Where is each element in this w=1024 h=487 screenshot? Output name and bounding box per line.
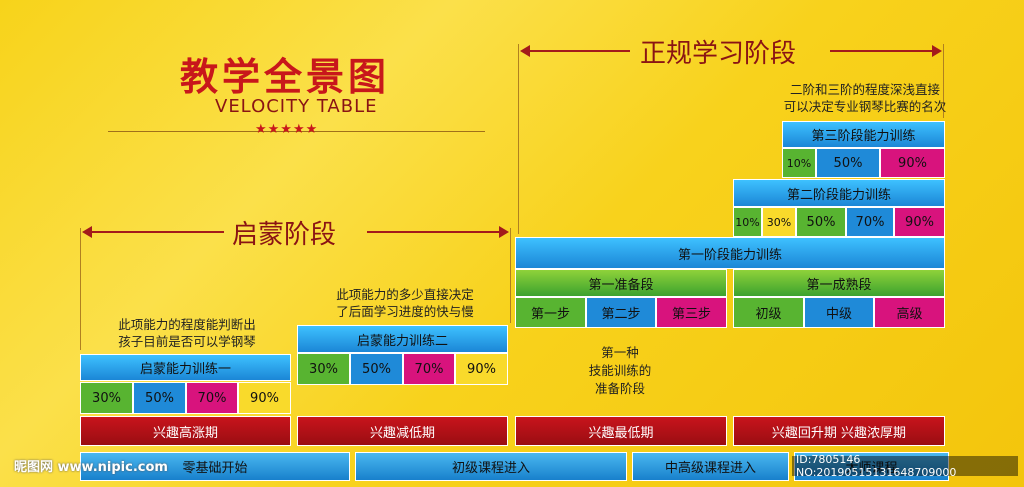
watermark-logo: 昵图网 www.nipic.com [14, 460, 168, 475]
note-prep: 第一种 技能训练的 准备阶段 [560, 344, 680, 398]
note-line: 此项能力的多少直接决定 [336, 287, 474, 302]
enlight2-cell: 70% [403, 353, 455, 385]
interest-bar: 兴趣减低期 [297, 416, 508, 446]
formal-right-arrow [830, 45, 942, 57]
stage3-cell: 50% [816, 148, 880, 178]
page-title: 教学全景图 [180, 54, 391, 99]
mature-cell: 高级 [874, 297, 945, 328]
enlight1-cell: 30% [80, 382, 133, 414]
note-enlight1: 此项能力的程度能判断出 孩子目前是否可以学钢琴 [92, 316, 282, 350]
formal-phase-label: 正规学习阶段 [640, 39, 797, 69]
enlight-right-arrow [367, 226, 509, 238]
enlight1-header: 启蒙能力训练一 [80, 354, 291, 381]
stage2-cell: 30% [762, 207, 796, 237]
interest-bar: 兴趣最低期 [515, 416, 727, 446]
course-bar: 零基础开始 [80, 452, 350, 481]
enlight2-cell: 90% [455, 353, 508, 385]
stage1-header: 第一阶段能力训练 [515, 237, 945, 269]
enlight2-header: 启蒙能力训练二 [297, 325, 508, 353]
enlight2-cell: 50% [350, 353, 403, 385]
page-subtitle: VELOCITY TABLE [215, 96, 378, 117]
formal-right-divider [943, 44, 944, 118]
enlight-left-divider [80, 228, 81, 350]
prep-cell: 第三步 [656, 297, 727, 328]
stage2-cell: 50% [796, 207, 846, 237]
note-line: 准备阶段 [594, 381, 645, 396]
enlight-phase-label: 启蒙阶段 [232, 220, 337, 250]
course-bar: 中高级课程进入 [632, 452, 789, 481]
star-rating-icon: ★★★★★ [255, 122, 319, 137]
course-bar: 大师课程 [794, 452, 949, 481]
note-line: 孩子目前是否可以学钢琴 [118, 334, 256, 349]
prep-cell: 第一步 [515, 297, 586, 328]
mature-cell: 中级 [804, 297, 874, 328]
formal-left-arrow [520, 45, 630, 57]
enlight1-cell: 50% [133, 382, 186, 414]
stage3-header: 第三阶段能力训练 [782, 121, 945, 148]
mature-header: 第一成熟段 [733, 269, 945, 297]
enlight-right-divider [510, 228, 511, 323]
enlight1-cell: 70% [186, 382, 238, 414]
enlight1-cell: 90% [238, 382, 291, 414]
note-line: 第一种 [601, 345, 639, 360]
note-line: 此项能力的程度能判断出 [118, 317, 256, 332]
prep-header: 第一准备段 [515, 269, 727, 297]
stage3-cell: 10% [782, 148, 816, 178]
interest-bar: 兴趣高涨期 [80, 416, 291, 446]
interest-bar: 兴趣回升期 兴趣浓厚期 [733, 416, 945, 446]
watermark-id: ID:7805146 NO:20190515131648709000 [792, 453, 1018, 479]
formal-left-divider [518, 44, 519, 234]
note-line: 二阶和三阶的程度深浅直接 [789, 82, 940, 97]
mature-cell: 初级 [733, 297, 804, 328]
stage2-header: 第二阶段能力训练 [733, 179, 945, 207]
note-line: 了后面学习进度的快与慢 [336, 304, 474, 319]
note-stage23: 二阶和三阶的程度深浅直接 可以决定专业钢琴比赛的名次 [765, 81, 965, 115]
note-enlight2: 此项能力的多少直接决定 了后面学习进度的快与慢 [305, 286, 505, 320]
stage2-cell: 90% [894, 207, 945, 237]
course-bar: 初级课程进入 [355, 452, 627, 481]
enlight2-cell: 30% [297, 353, 350, 385]
stage2-cell: 70% [846, 207, 894, 237]
header-divider [108, 131, 485, 132]
stage2-cell: 10% [733, 207, 762, 237]
enlight-left-arrow [82, 226, 224, 238]
prep-cell: 第二步 [586, 297, 656, 328]
stage3-cell: 90% [880, 148, 945, 178]
note-line: 技能训练的 [588, 363, 652, 378]
note-line: 可以决定专业钢琴比赛的名次 [783, 99, 947, 114]
